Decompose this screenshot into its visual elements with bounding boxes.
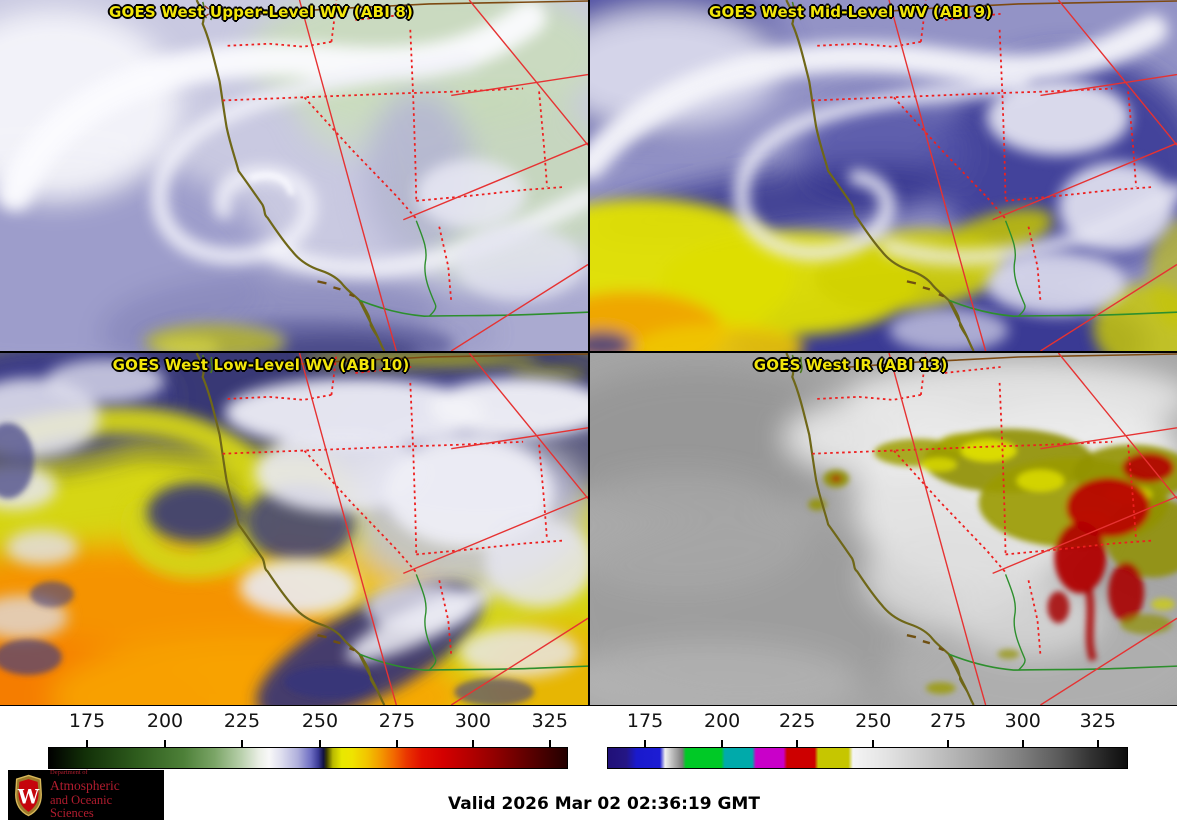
- panel-title-abi13: GOES West IR (ABI 13): [753, 356, 948, 374]
- colorbar-tick-mark: [721, 740, 724, 747]
- panel-abi8: GOES West Upper-Level WV (ABI 8): [0, 0, 588, 351]
- colorbar-tick-label: 225: [223, 710, 261, 732]
- colorbar-ir: 175 200 225 250 275 300 325: [607, 706, 1128, 776]
- colorbar-tick-mark: [796, 740, 799, 747]
- colorbar-ir-gradient: [607, 747, 1128, 769]
- colorbar-tick-mark: [872, 740, 875, 747]
- colorbar-tick-mark: [395, 740, 398, 747]
- colorbar-tick-label: 275: [378, 710, 416, 732]
- satellite-image-mid-wv: [590, 0, 1177, 351]
- colorbar-wv-gradient: [48, 747, 568, 769]
- panel-abi9: GOES West Mid-Level WV (ABI 9): [590, 0, 1177, 351]
- colorbar-tick-mark: [1096, 740, 1099, 747]
- colorbar-tick-label: 325: [531, 710, 568, 732]
- colorbar-tick-mark: [548, 740, 551, 747]
- panel-title-abi10: GOES West Low-Level WV (ABI 10): [112, 356, 410, 374]
- colorbar-tick-label: 275: [930, 710, 967, 732]
- colorbar-tick-label: 225: [779, 710, 816, 732]
- colorbar-tick-mark: [1021, 740, 1024, 747]
- colorbar-tick-mark: [318, 740, 321, 747]
- colorbar-tick-mark: [164, 740, 166, 747]
- colorbar-tick-label: 200: [704, 710, 741, 732]
- panel-title-abi9: GOES West Mid-Level WV (ABI 9): [708, 3, 993, 21]
- colorbar-tick-mark: [86, 740, 88, 747]
- colorbar-tick-label: 200: [146, 710, 184, 732]
- colorbar-tick-label: 175: [68, 710, 106, 732]
- panel-abi13: GOES West IR (ABI 13): [590, 353, 1177, 705]
- colorbar-tick-label: 250: [855, 710, 892, 732]
- crest-letter: W: [17, 785, 40, 808]
- colorbar-tick-mark: [240, 740, 243, 747]
- aos-logo: W Department of Atmospheric and Oceanic …: [8, 768, 164, 820]
- panel-abi10: GOES West Low-Level WV (ABI 10): [0, 353, 588, 705]
- uw-crest-icon: W: [15, 774, 42, 816]
- colorbar-tick-label: 175: [626, 710, 664, 732]
- colorbar-tick-label: 300: [454, 710, 491, 732]
- colorbar-tick-label: 300: [1004, 710, 1041, 732]
- footer: 175 200 225 250 275 300 325 175 200 225 250 275 300…: [0, 706, 1177, 820]
- colorbar-tick-mark: [644, 740, 647, 747]
- satellite-panel-grid: GOES West Upper-Level WV (ABI 8): [0, 0, 1177, 706]
- panel-title-abi8: GOES West Upper-Level WV (ABI 8): [109, 3, 414, 21]
- valid-timestamp: Valid 2026 Mar 02 02:36:19 GMT: [448, 794, 760, 814]
- colorbar-tick-label: 325: [1079, 710, 1116, 732]
- logo-name-line2: and Oceanic Sciences: [50, 792, 113, 820]
- logo-name-line1: Atmospheric: [50, 777, 120, 793]
- colorbar-tick-label: 250: [301, 710, 339, 732]
- satellite-image-ir: [590, 353, 1177, 705]
- colorbar-tick-mark: [947, 740, 950, 747]
- satellite-image-upper-wv: [0, 0, 588, 351]
- logo-dept-line: Department of: [50, 768, 88, 776]
- aos-logo-text: Department of Atmospheric and Oceanic Sc…: [50, 768, 158, 820]
- satellite-image-low-wv: [0, 353, 588, 705]
- colorbar-tick-mark: [471, 740, 474, 747]
- colorbar-wv: 175 200 225 250 275 300 325: [48, 706, 568, 776]
